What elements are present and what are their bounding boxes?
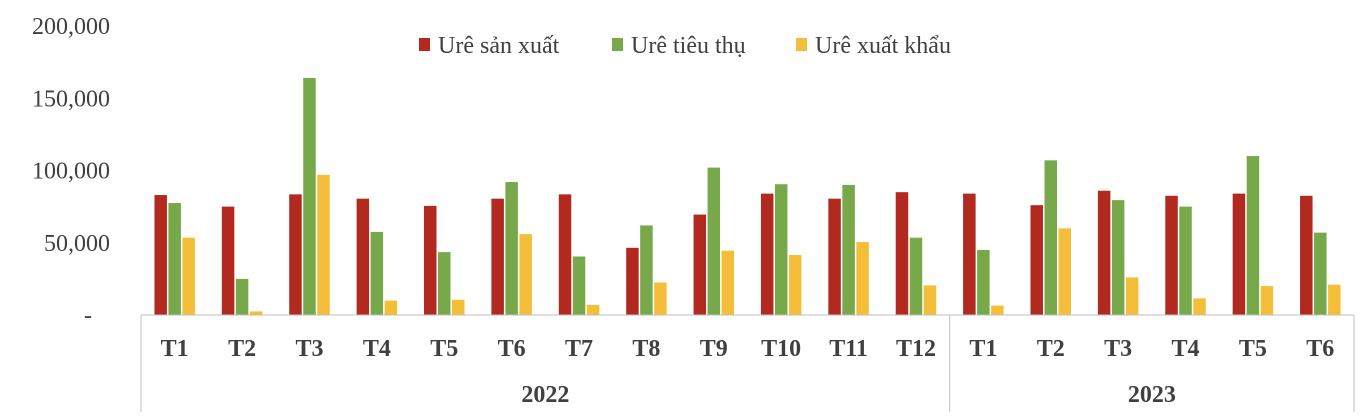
- legend-label: Urê sản xuất: [438, 33, 560, 59]
- x-axis: T1 T2 T3 T4 T5 T6 T7 T8 T9 T10 T11 T12 T1 T2 T3 T4 T5 T6 2…: [140, 314, 1355, 412]
- bar-2-3: [303, 78, 316, 316]
- bar-2-10: [774, 184, 788, 315]
- bar-1-13: [963, 193, 976, 315]
- bar-2-12: [909, 237, 923, 315]
- legend-label: Urê tiêu thụ: [631, 33, 746, 59]
- x-tick-label: T9: [700, 336, 728, 362]
- x-tick-label: T11: [829, 336, 868, 362]
- bar-3-8: [654, 282, 667, 315]
- bar-2-4: [370, 231, 384, 315]
- x-tick-label: T1: [969, 336, 997, 362]
- y-tick-label: -: [84, 303, 92, 329]
- bar-1-6: [491, 198, 504, 315]
- bar-3-17: [1260, 286, 1274, 315]
- bar-2-2: [235, 278, 249, 316]
- bar-2-11: [842, 184, 855, 315]
- x-tick-label: T7: [565, 336, 593, 362]
- bar-3-7: [586, 304, 600, 315]
- bar-2-15: [1111, 200, 1125, 315]
- bar-2-5: [438, 252, 451, 315]
- group-label: 2022: [521, 382, 569, 408]
- legend: Urê sản xuất Urê tiêu thụ Urê xuất khẩu: [419, 33, 951, 59]
- y-axis: - 50,000 100,000 150,000 200,000: [32, 14, 110, 329]
- bar-1-18: [1300, 195, 1313, 315]
- legend-label: Urê xuất khẩu: [815, 33, 951, 59]
- y-tick-label: 100,000: [32, 159, 110, 185]
- legend-swatch: [796, 38, 807, 51]
- bar-3-11: [856, 242, 869, 315]
- bar-1-4: [356, 198, 370, 315]
- x-tick-label: T10: [761, 336, 801, 362]
- bar-3-9: [721, 250, 735, 315]
- x-tick-label: T2: [1037, 336, 1065, 362]
- x-tick-label: T4: [363, 336, 391, 362]
- y-tick-label: 50,000: [44, 231, 110, 257]
- bar-1-3: [289, 194, 302, 315]
- x-tick-label: T3: [295, 336, 323, 362]
- bar-1-10: [760, 193, 774, 315]
- bar-2-16: [1179, 206, 1192, 316]
- bar-1-7: [558, 194, 572, 315]
- bar-3-18: [1328, 284, 1341, 315]
- bar-2-6: [505, 182, 518, 315]
- x-tick-label: T12: [896, 336, 936, 362]
- bar-2-13: [977, 249, 990, 315]
- x-tick-label: T5: [430, 336, 458, 362]
- group-label: 2023: [1128, 382, 1176, 408]
- x-tick-label: T6: [1306, 336, 1334, 362]
- legend-swatch: [612, 38, 623, 51]
- bar-1-8: [626, 247, 639, 315]
- x-tick-label: T8: [632, 336, 660, 362]
- bar-2-18: [1314, 232, 1327, 315]
- bar-2-8: [640, 225, 653, 315]
- bar-3-10: [788, 255, 802, 315]
- x-tick-label: T4: [1172, 336, 1200, 362]
- x-tick-label: T1: [161, 336, 189, 362]
- bar-2-9: [707, 167, 721, 315]
- x-tick-label: T3: [1104, 336, 1132, 362]
- bar-3-1: [182, 237, 195, 315]
- legend-swatch: [419, 38, 430, 51]
- bar-3-3: [317, 174, 330, 315]
- bar-2-1: [168, 203, 181, 315]
- x-tick-label: T2: [228, 336, 256, 362]
- bar-2-7: [572, 256, 586, 315]
- bar-1-2: [221, 206, 235, 316]
- bar-1-11: [828, 198, 841, 315]
- bar-1-14: [1030, 205, 1043, 315]
- bar-3-5: [452, 299, 465, 315]
- y-tick-label: 200,000: [32, 14, 110, 40]
- bar-1-17: [1232, 193, 1246, 315]
- bar-3-14: [1058, 228, 1071, 315]
- bar-1-5: [424, 205, 437, 315]
- x-tick-label: T6: [498, 336, 526, 362]
- bar-1-16: [1165, 195, 1178, 315]
- bar-3-16: [1193, 298, 1206, 315]
- bar-3-4: [384, 300, 398, 315]
- bar-2-14: [1044, 160, 1057, 315]
- bar-2-17: [1246, 156, 1260, 315]
- bar-3-13: [991, 305, 1004, 315]
- bars: [154, 78, 1341, 316]
- y-tick-label: 150,000: [32, 86, 110, 112]
- bar-3-6: [519, 234, 532, 315]
- bar-3-15: [1125, 277, 1139, 315]
- bar-3-2: [249, 311, 263, 315]
- bar-1-15: [1097, 190, 1111, 315]
- x-tick-label: T5: [1239, 336, 1267, 362]
- bar-1-12: [895, 192, 909, 315]
- bar-1-1: [154, 195, 167, 315]
- bar-1-9: [693, 214, 707, 315]
- bar-3-12: [923, 285, 937, 315]
